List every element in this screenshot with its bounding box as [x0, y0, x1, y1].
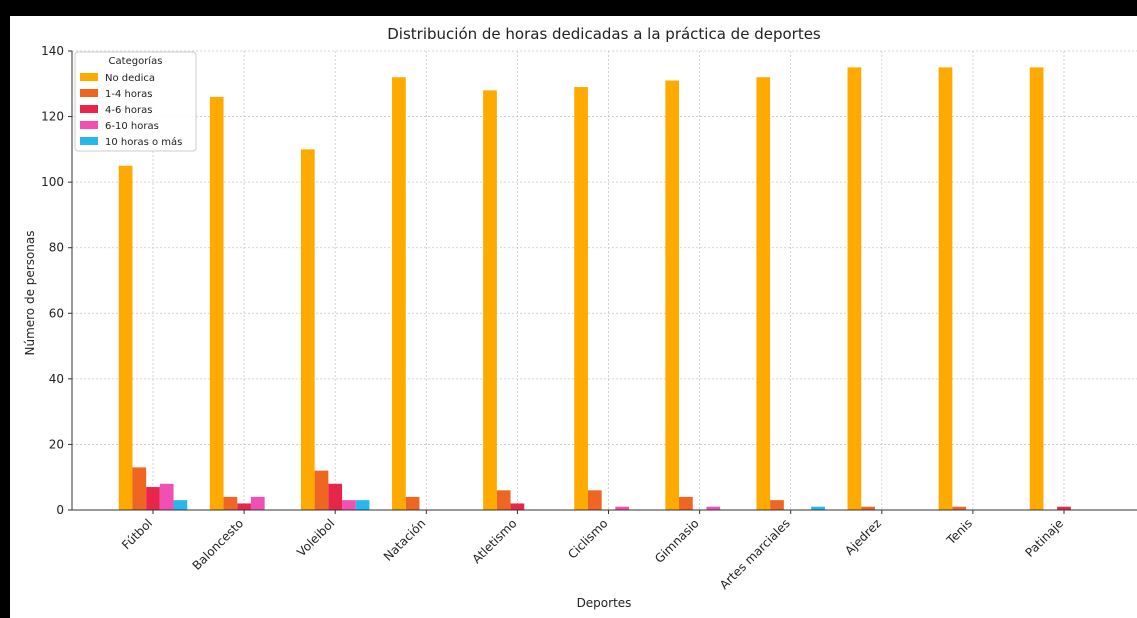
legend: Categorías No dedica 1-4 horas 4-6 horas 6-1… — [74, 51, 197, 152]
chart-title: Distribución de horas dedicadas a la prá… — [387, 25, 821, 43]
bar — [159, 483, 174, 510]
bar — [405, 496, 420, 510]
legend-label: 6-10 horas — [105, 121, 159, 132]
x-tick-label: Voleibol — [294, 516, 337, 559]
bar — [328, 483, 343, 510]
bar — [706, 506, 721, 510]
x-tick-label: Ajedrez — [842, 516, 884, 558]
y-tick-label: 40 — [49, 372, 64, 386]
x-tick-label: Artes marciales — [717, 516, 793, 592]
y-tick-label: 60 — [49, 306, 64, 320]
legend-label: No dedica — [105, 73, 155, 84]
bar — [861, 506, 875, 510]
axes-layer — [71, 51, 1137, 511]
bar — [314, 470, 329, 510]
bar — [938, 67, 953, 510]
bar — [811, 506, 825, 510]
legend-box — [74, 51, 197, 152]
bar-chart: Distribución de horas dedicadas a la prá… — [23, 25, 1137, 610]
bar — [510, 503, 525, 510]
bar — [250, 496, 265, 510]
bar — [355, 500, 370, 510]
bar — [132, 467, 147, 510]
y-tick-label: 120 — [41, 110, 64, 124]
x-tick-label: Ciclismo — [565, 516, 610, 561]
bar — [496, 490, 511, 510]
bar — [300, 149, 315, 510]
bar — [223, 496, 238, 510]
bar — [952, 506, 967, 510]
bar — [342, 500, 356, 510]
y-tick-label: 80 — [49, 241, 64, 255]
bar — [392, 77, 406, 510]
bar — [665, 80, 680, 510]
legend-label: 1-4 horas — [105, 89, 152, 100]
x-tick-label: Patinaje — [1022, 516, 1066, 560]
legend-swatch — [80, 89, 98, 97]
bar — [237, 503, 251, 510]
x-tick-label: Tenis — [943, 516, 975, 548]
x-tick-label: Baloncesto — [190, 516, 247, 573]
bar — [615, 506, 630, 510]
legend-swatch — [80, 121, 98, 129]
y-tick-label: 100 — [41, 175, 64, 189]
bar — [118, 165, 133, 510]
legend-swatch — [80, 73, 98, 81]
x-tick-label: Fútbol — [119, 516, 155, 552]
bar — [679, 496, 693, 510]
bar — [847, 67, 862, 510]
legend-swatch — [80, 105, 98, 113]
legend-swatch — [80, 137, 98, 145]
grid-layer — [72, 50, 1137, 511]
chart-frame: Distribución de horas dedicadas a la prá… — [10, 16, 1137, 618]
x-tick-label: Atletismo — [469, 516, 519, 566]
legend-label: 4-6 horas — [105, 105, 152, 116]
legend-label: 10 horas o más — [105, 136, 182, 148]
bar — [209, 96, 224, 511]
bar — [146, 487, 160, 510]
bar — [173, 500, 188, 510]
y-tick-label: 0 — [56, 503, 64, 517]
legend-title: Categorías — [109, 55, 163, 67]
bar — [1057, 506, 1071, 510]
x-axis-label: Deportes — [577, 596, 632, 610]
y-axis-label: Número de personas — [23, 230, 37, 355]
x-tick-label: Natación — [381, 516, 429, 564]
bar — [756, 77, 771, 510]
x-tick-label: Gimnasio — [652, 516, 702, 566]
bar — [483, 90, 497, 510]
y-tick-label: 20 — [49, 437, 64, 451]
bar — [1029, 67, 1044, 510]
bar — [587, 490, 602, 510]
bars-layer — [118, 67, 1071, 511]
bar — [770, 500, 784, 510]
bar — [574, 87, 588, 511]
y-tick-label: 140 — [41, 44, 64, 58]
